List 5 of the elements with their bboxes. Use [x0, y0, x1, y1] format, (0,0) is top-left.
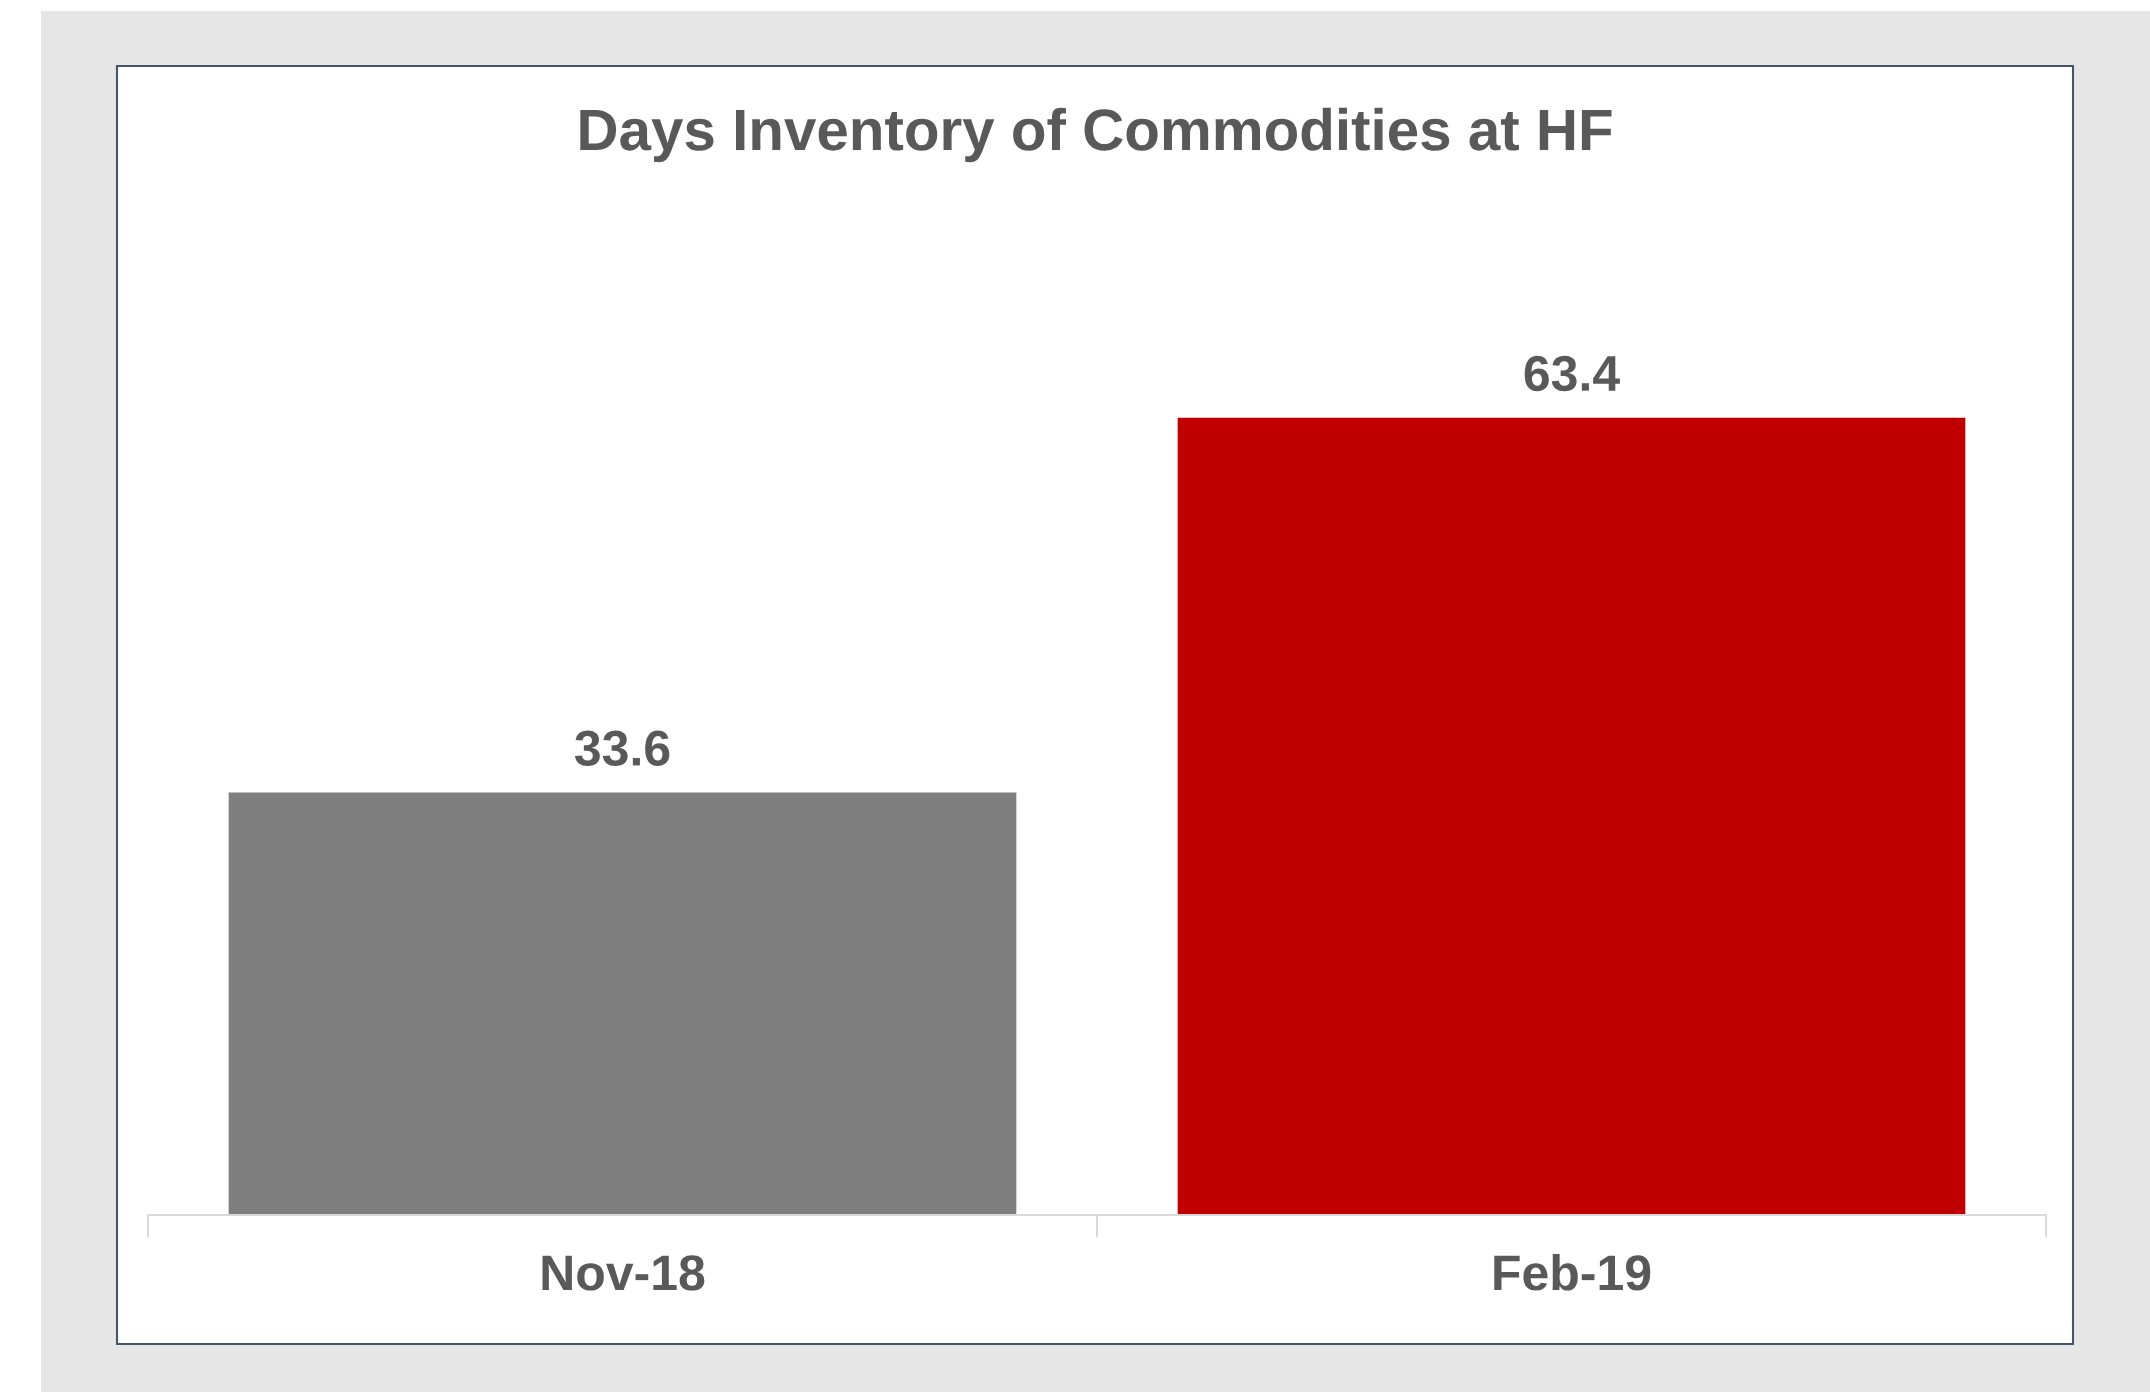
data-label: 33.6	[575, 730, 670, 766]
chart-title: Days Inventory of Commodities at HF	[580, 107, 1612, 163]
x-tick-label: Nov-18	[542, 1255, 705, 1291]
x-tick-label: Feb-19	[1494, 1253, 1651, 1291]
data-label: 63.4	[1524, 355, 1620, 392]
